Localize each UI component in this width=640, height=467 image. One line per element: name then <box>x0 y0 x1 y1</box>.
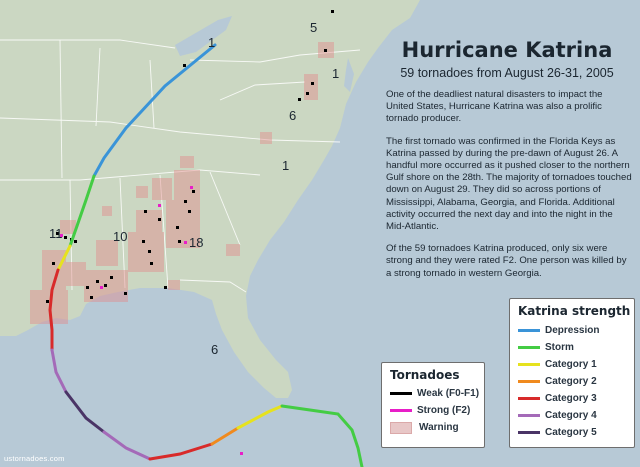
strength-legend: Katrina strength Depression Storm Catego… <box>509 298 635 448</box>
legend-item-label: Category 1 <box>545 359 597 370</box>
legend-item-category-1: Category 1 <box>518 356 634 373</box>
tornado-legend: Tornadoes Weak (F0-F1) Strong (F2) Warni… <box>381 362 485 448</box>
map-subtitle: 59 tornadoes from August 26-31, 2005 <box>400 66 614 80</box>
legend-item-strong: Strong (F2) <box>390 402 484 419</box>
lake-erie <box>175 16 232 56</box>
depression-swatch <box>518 329 540 332</box>
legend-item-storm: Storm <box>518 339 634 356</box>
description-paragraph: The first tornado was confirmed in the F… <box>386 135 632 233</box>
storm-swatch <box>518 346 540 349</box>
state-count-label-fl: 6 <box>211 342 219 357</box>
state-count-label-ga: 18 <box>189 235 204 250</box>
description-paragraph: Of the 59 tornadoes Katrina produced, on… <box>386 243 627 279</box>
legend-item-warning: Warning <box>390 419 484 436</box>
description-paragraph: One of the deadliest natural disasters t… <box>386 89 603 125</box>
footer-credit: ustornadoes.com <box>4 454 65 463</box>
katrina-track <box>48 43 364 467</box>
legend-item-label: Weak (F0-F1) <box>417 388 480 399</box>
land <box>0 0 420 398</box>
strength-legend-title: Katrina strength <box>518 304 631 318</box>
map-title: Hurricane Katrina <box>401 38 613 62</box>
strong-tornado-swatch <box>390 409 412 412</box>
legend-item-label: Warning <box>419 422 459 433</box>
legend-item-label: Depression <box>545 325 600 336</box>
tornado-strong-marks <box>60 186 243 455</box>
category-2-swatch <box>518 380 540 383</box>
category-1-swatch <box>518 363 540 366</box>
legend-item-label: Category 5 <box>545 427 597 438</box>
category-4-swatch <box>518 414 540 417</box>
legend-item-weak: Weak (F0-F1) <box>390 385 484 402</box>
chesapeake-bay <box>344 58 354 92</box>
state-count-label-la: 11 <box>49 226 63 241</box>
legend-item-label: Category 4 <box>545 410 597 421</box>
legend-item-category-5: Category 5 <box>518 424 634 441</box>
state-count-label-pa: 5 <box>310 20 318 35</box>
legend-item-category-3: Category 3 <box>518 390 634 407</box>
legend-item-label: Strong (F2) <box>417 405 471 416</box>
category-3-swatch <box>518 397 540 400</box>
legend-item-label: Storm <box>545 342 574 353</box>
state-count-label-ms: 10 <box>113 229 128 244</box>
legend-item-category-2: Category 2 <box>518 373 634 390</box>
legend-item-category-4: Category 4 <box>518 407 634 424</box>
state-count-label-oh: 1 <box>208 35 216 50</box>
tornado-legend-title: Tornadoes <box>390 368 460 382</box>
weak-tornado-swatch <box>390 392 412 395</box>
state-count-label-sc: 1 <box>282 158 290 173</box>
legend-item-label: Category 2 <box>545 376 597 387</box>
legend-item-depression: Depression <box>518 322 634 339</box>
state-count-label-va: 6 <box>289 108 297 123</box>
state-count-label-md: 1 <box>332 66 340 81</box>
legend-item-label: Category 3 <box>545 393 597 404</box>
description: One of the deadliest natural disasters t… <box>386 89 632 290</box>
state-borders <box>0 39 361 293</box>
warning-swatch <box>390 421 412 434</box>
category-5-swatch <box>518 431 540 434</box>
